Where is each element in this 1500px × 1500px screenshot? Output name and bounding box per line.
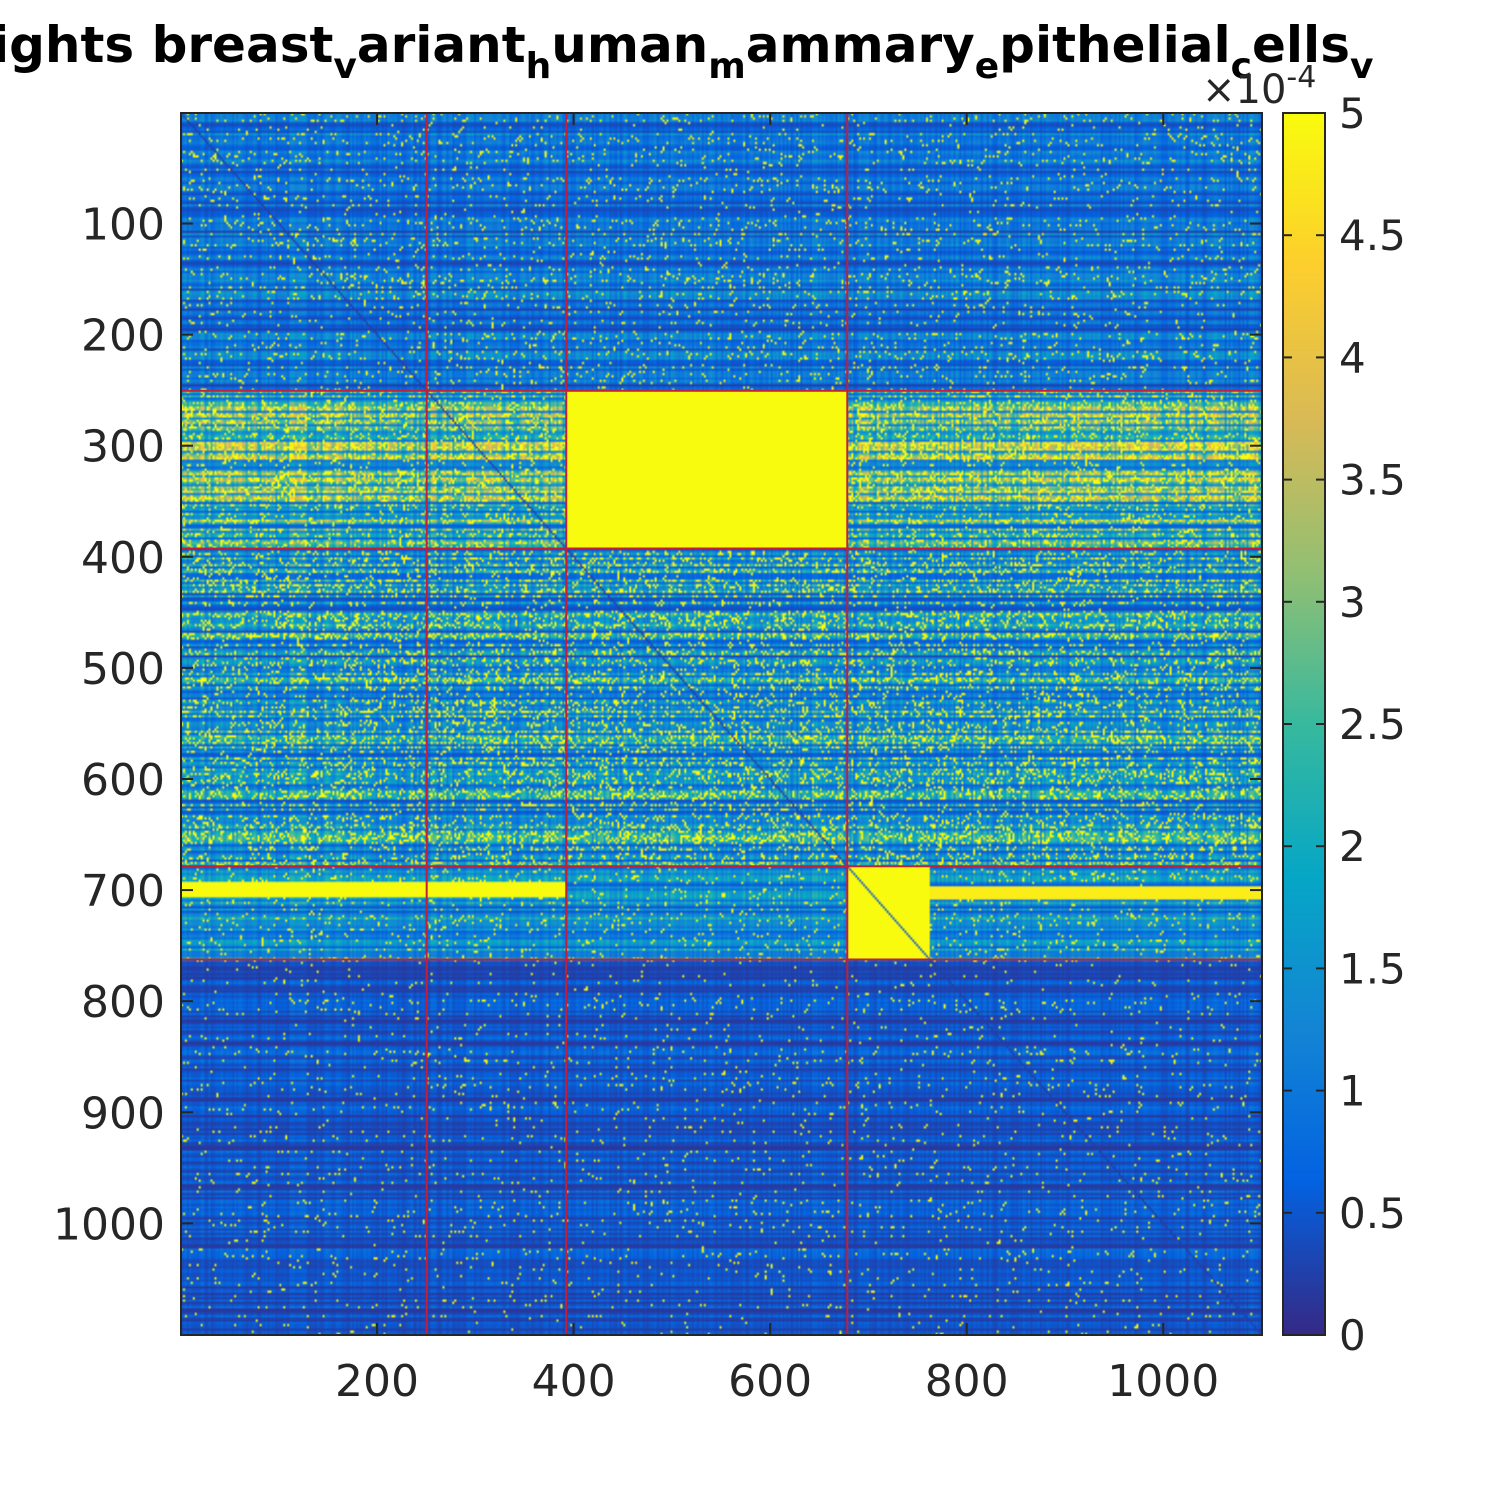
title-segment-0: ights breast — [0, 16, 333, 74]
y-tick-label: 800 — [81, 977, 165, 1028]
colorbar-ticks: 0 0.5 1 1.5 2 2.5 3 3.5 4 4.5 5 — [1283, 89, 1406, 1360]
y-tick-label: 100 — [81, 200, 165, 251]
title-segment-9: c — [1231, 46, 1252, 87]
colorbar-tick-label: 3.5 — [1339, 456, 1406, 505]
colorbar: 0 0.5 1 1.5 2 2.5 3 3.5 4 4.5 5 ×10-4 — [1202, 60, 1406, 1360]
title-segment-5: m — [708, 46, 746, 87]
y-tick-label: 200 — [81, 311, 165, 362]
plot-frame — [180, 112, 1263, 1336]
y-tick-label: 700 — [81, 866, 165, 917]
colorbar-tick-label: 0.5 — [1339, 1189, 1406, 1238]
y-tick-label: 500 — [81, 644, 165, 695]
y-tick-label: 300 — [81, 422, 165, 473]
title-segment-10: ells — [1252, 16, 1350, 74]
heatmap-plot: 200 400 600 800 1000 100 200 300 400 500 600 700 80… — [53, 112, 1263, 1407]
colorbar-tick-label: 4.5 — [1339, 211, 1406, 260]
colorbar-tick-label: 5 — [1339, 89, 1366, 138]
x-tick-label: 1000 — [1107, 1356, 1219, 1407]
colorbar-exponent-label: ×10-4 — [1202, 60, 1316, 113]
y-tick-label: 1000 — [53, 1199, 165, 1250]
title-segment-7: e — [975, 46, 999, 87]
x-tick-label: 600 — [728, 1356, 812, 1407]
x-tick-label: 200 — [335, 1356, 419, 1407]
x-tick-label: 400 — [532, 1356, 616, 1407]
title-segment-4: uman — [551, 16, 708, 74]
heatmap-cells — [181, 113, 1262, 1335]
block-boundary-lines — [181, 113, 1262, 1335]
colorbar-tick-label: 1 — [1339, 1067, 1366, 1116]
title-segment-11: v — [1350, 46, 1373, 87]
colorbar-tick-label: 1.5 — [1339, 944, 1406, 993]
title-segment-6: ammary — [746, 16, 975, 74]
x-tick-label: 800 — [925, 1356, 1009, 1407]
colorbar-tick-label: 2 — [1339, 822, 1366, 871]
exponent-power: -4 — [1286, 60, 1316, 95]
title-segment-2: ariant — [357, 16, 526, 74]
y-tick-label: 400 — [81, 533, 165, 584]
title-segment-3: h — [526, 46, 552, 87]
x-axis: 200 400 600 800 1000 — [335, 113, 1219, 1407]
colorbar-tick-label: 4 — [1339, 333, 1366, 382]
title-segment-8: pithelial — [999, 16, 1231, 74]
colorbar-tick-label: 0 — [1339, 1311, 1366, 1360]
y-tick-label: 600 — [81, 755, 165, 806]
y-axis: 100 200 300 400 500 600 700 800 900 1000 — [53, 200, 1262, 1250]
colorbar-tick-label: 3 — [1339, 578, 1366, 627]
y-tick-label: 900 — [81, 1088, 165, 1139]
chart-title: ights breastvarianthumanmammaryepithelia… — [0, 16, 1373, 87]
exponent-base: ×10 — [1202, 67, 1286, 113]
colorbar-tick-label: 2.5 — [1339, 700, 1406, 749]
title-segment-1: v — [333, 46, 356, 87]
